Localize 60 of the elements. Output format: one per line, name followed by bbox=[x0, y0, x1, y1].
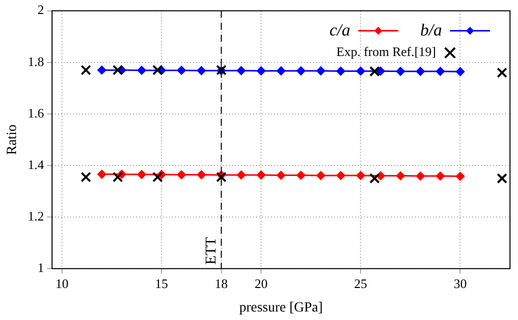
x-tick-label: 20 bbox=[254, 276, 268, 291]
point bbox=[137, 66, 146, 75]
point bbox=[296, 66, 306, 76]
point bbox=[456, 172, 465, 181]
y-tick-label: 1.8 bbox=[28, 54, 44, 69]
point bbox=[216, 172, 227, 182]
point bbox=[396, 171, 405, 180]
point bbox=[356, 66, 366, 76]
point bbox=[496, 173, 508, 184]
point bbox=[336, 171, 346, 180]
point bbox=[80, 64, 92, 76]
point bbox=[236, 170, 246, 180]
point bbox=[376, 66, 386, 76]
y-tick-label: 2 bbox=[38, 2, 44, 18]
point bbox=[369, 173, 380, 184]
point bbox=[196, 66, 206, 76]
point bbox=[112, 172, 123, 182]
point bbox=[236, 66, 246, 76]
point bbox=[396, 66, 405, 76]
point bbox=[496, 67, 508, 78]
point bbox=[436, 172, 445, 181]
point bbox=[456, 67, 465, 76]
x-tick-label: 25 bbox=[354, 276, 368, 291]
x-axis-title: pressure [GPa] bbox=[239, 300, 323, 316]
point bbox=[276, 66, 286, 76]
x-tick-label: 15 bbox=[155, 276, 168, 291]
y-tick-label: 1.2 bbox=[28, 208, 44, 224]
y-tick-label: 1.4 bbox=[28, 156, 45, 172]
point bbox=[97, 170, 106, 179]
point bbox=[256, 66, 266, 76]
y-tick-label: 1.6 bbox=[28, 105, 45, 120]
point bbox=[176, 170, 186, 180]
legend-label: Exp. from Ref.[19] bbox=[336, 44, 436, 60]
x-tick-label: 10 bbox=[56, 276, 69, 291]
point bbox=[97, 66, 106, 75]
y-axis-title: Ratio bbox=[5, 124, 20, 155]
point bbox=[176, 66, 186, 75]
point bbox=[256, 170, 266, 180]
point bbox=[436, 66, 445, 76]
point bbox=[137, 170, 146, 180]
point bbox=[416, 66, 425, 76]
point bbox=[336, 66, 346, 76]
legend-label: b/a bbox=[420, 20, 442, 40]
point bbox=[369, 66, 380, 77]
legend-label: c/a bbox=[329, 20, 350, 40]
point bbox=[316, 171, 326, 180]
x-tick-label: 18 bbox=[214, 276, 228, 291]
point bbox=[296, 170, 306, 180]
point bbox=[316, 66, 326, 76]
point bbox=[80, 172, 92, 182]
y-tick-label: 1 bbox=[38, 260, 44, 276]
point bbox=[196, 170, 206, 180]
point bbox=[356, 171, 366, 180]
ref-line-label: ETT bbox=[204, 237, 220, 265]
point bbox=[416, 172, 425, 181]
point bbox=[152, 172, 163, 182]
point bbox=[276, 170, 286, 180]
x-tick-label: 30 bbox=[454, 276, 467, 291]
point bbox=[152, 64, 163, 76]
point bbox=[112, 64, 123, 76]
